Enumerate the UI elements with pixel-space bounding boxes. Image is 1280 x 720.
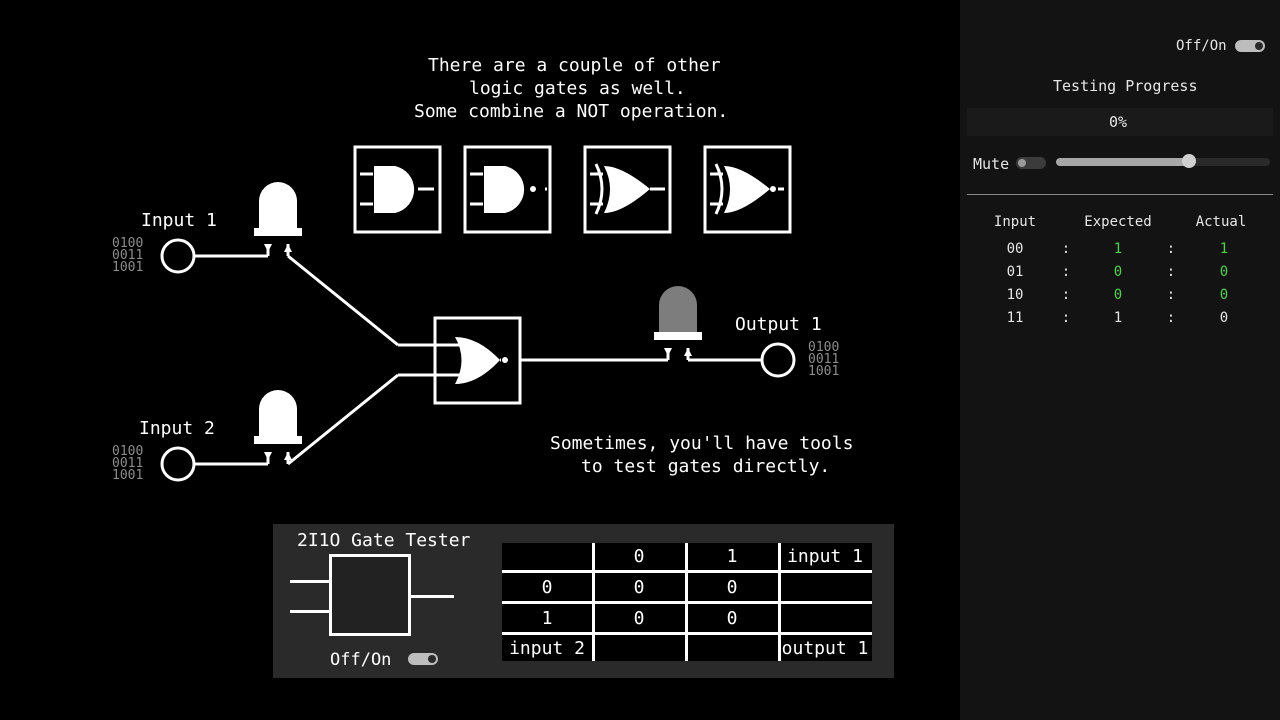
- nand-gate-icon: [484, 166, 525, 213]
- progress-value: 0%: [1109, 113, 1128, 131]
- mute-toggle[interactable]: [1016, 157, 1046, 169]
- volume-slider[interactable]: [1056, 154, 1270, 168]
- truth-row-label: 1: [541, 608, 553, 629]
- intro-text-line-2: logic gates as well.: [469, 78, 686, 99]
- intro-text-line-3: Some combine a NOT operation.: [414, 101, 729, 122]
- output-1-label: Output 1: [735, 314, 822, 335]
- col-header-input: Input: [993, 214, 1037, 230]
- input-1-node[interactable]: [160, 238, 196, 274]
- xnor-gate-icon: [724, 166, 770, 213]
- circuit-board: There are a couple of other logic gates …: [112, 55, 854, 483]
- truth-cell: 0: [726, 608, 738, 629]
- result-separator: :: [1061, 287, 1071, 303]
- result-separator: :: [1061, 241, 1071, 257]
- truth-header-corner: [502, 543, 592, 571]
- truth-footer-input-2: input 2: [509, 638, 585, 659]
- input-2-led: [254, 390, 302, 444]
- tester-truth-table: 0 1 input 1 0 0 0 1 0 0 input 2 output 1: [502, 543, 872, 661]
- tester-input-pin-1: [290, 580, 329, 583]
- input-2-bits: 0100 0011 1001: [112, 444, 144, 483]
- result-input: 10: [1006, 287, 1024, 303]
- intro-text-line-1: There are a couple of other: [428, 55, 721, 76]
- volume-slider-knob[interactable]: [1181, 154, 1196, 168]
- output-1-node[interactable]: [760, 342, 796, 378]
- placed-gate-frame[interactable]: [433, 316, 522, 405]
- tester-input-pin-2: [290, 610, 329, 613]
- truth-cell: [780, 605, 870, 633]
- truth-header-col-1: 1: [726, 546, 738, 567]
- truth-footer-cell: [594, 635, 684, 663]
- result-separator: :: [1061, 310, 1071, 326]
- result-input: 01: [1006, 264, 1024, 280]
- output-1-bits: 0100 0011 1001: [808, 340, 840, 379]
- truth-footer-cell: [687, 635, 777, 663]
- input-1-led: [254, 182, 302, 236]
- xnor-gate-frame[interactable]: [703, 145, 792, 234]
- result-separator: :: [1166, 241, 1176, 257]
- power-label: Off/On: [1176, 38, 1227, 54]
- gate-tester: 2I1O Gate Tester Off/On 0 1 input 1 0 0 …: [273, 524, 894, 678]
- and-gate-icon: [374, 166, 415, 213]
- truth-cell: [780, 574, 870, 602]
- power-toggle[interactable]: [1235, 40, 1265, 52]
- output-1-led: [654, 286, 702, 340]
- input-1-label: Input 1: [141, 210, 217, 231]
- result-actual: 0: [1219, 264, 1229, 280]
- result-expected: 0: [1113, 264, 1123, 280]
- result-expected: 0: [1113, 287, 1123, 303]
- and-gate-frame[interactable]: [353, 145, 442, 234]
- progress-title: Testing Progress: [1053, 77, 1198, 95]
- mute-label: Mute: [973, 155, 1010, 173]
- col-header-expected: Expected: [1084, 214, 1152, 230]
- result-input: 11: [1006, 310, 1024, 326]
- xor-gate-icon: [604, 166, 650, 213]
- progress-bar: 0%: [967, 108, 1273, 136]
- truth-header-input-1: input 1: [787, 546, 863, 567]
- truth-cell: 0: [633, 577, 645, 598]
- truth-cell: 0: [633, 608, 645, 629]
- tester-power-toggle[interactable]: [408, 653, 438, 665]
- tester-gate-slot[interactable]: [329, 554, 411, 636]
- tester-hint-line-2: to test gates directly.: [581, 456, 831, 477]
- result-expected: 1: [1113, 310, 1123, 326]
- panel-divider: [967, 194, 1273, 195]
- result-separator: :: [1166, 287, 1176, 303]
- xor-gate-frame[interactable]: [583, 145, 672, 234]
- result-actual: 0: [1219, 310, 1229, 326]
- result-input: 00: [1006, 241, 1024, 257]
- result-separator: :: [1166, 264, 1176, 280]
- nand-gate-frame[interactable]: [463, 145, 552, 234]
- truth-row-label: 0: [541, 577, 553, 598]
- tester-output-pin: [411, 595, 454, 598]
- test-panel: Off/On Testing Progress 0% Mute Input Ex…: [960, 0, 1280, 720]
- input-2-label: Input 2: [139, 418, 215, 439]
- tester-hint-line-1: Sometimes, you'll have tools: [550, 433, 854, 454]
- tester-title: 2I1O Gate Tester: [297, 530, 471, 551]
- input-2-node[interactable]: [160, 446, 196, 482]
- truth-footer-output-1: output 1: [781, 638, 869, 659]
- truth-header-col-0: 0: [633, 546, 645, 567]
- input-1-bits: 0100 0011 1001: [112, 236, 144, 275]
- result-actual: 0: [1219, 287, 1229, 303]
- wires-and-gates: [160, 145, 796, 482]
- result-separator: :: [1166, 310, 1176, 326]
- col-header-actual: Actual: [1195, 214, 1247, 230]
- tester-toggle-label: Off/On: [330, 650, 392, 670]
- truth-cell: 0: [726, 577, 738, 598]
- nor-gate-icon: [455, 337, 500, 384]
- result-actual: 1: [1219, 241, 1229, 257]
- result-separator: :: [1061, 264, 1071, 280]
- result-expected: 1: [1113, 241, 1123, 257]
